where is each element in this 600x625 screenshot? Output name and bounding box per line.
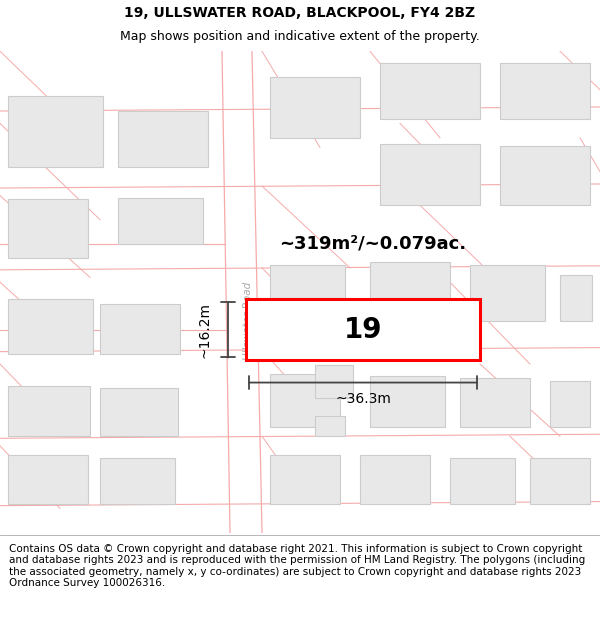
Text: Contains OS data © Crown copyright and database right 2021. This information is : Contains OS data © Crown copyright and d… — [9, 544, 585, 588]
Bar — [530, 458, 590, 504]
Bar — [100, 388, 178, 436]
Bar — [8, 299, 93, 354]
Bar — [270, 455, 340, 504]
Bar — [270, 374, 340, 427]
Bar — [380, 63, 480, 119]
Text: ~16.2m: ~16.2m — [197, 302, 211, 358]
Bar — [500, 63, 590, 119]
Bar — [315, 366, 353, 398]
Text: Ullswater Road: Ullswater Road — [243, 282, 253, 360]
Bar — [270, 77, 360, 138]
Bar — [560, 275, 592, 321]
Text: Map shows position and indicative extent of the property.: Map shows position and indicative extent… — [120, 31, 480, 43]
Bar — [500, 146, 590, 205]
Bar — [100, 304, 180, 354]
Bar — [470, 265, 545, 321]
Bar — [118, 198, 203, 244]
Bar — [550, 381, 590, 427]
Bar — [460, 378, 530, 427]
Bar — [270, 265, 345, 321]
Bar — [8, 199, 88, 258]
Bar — [8, 455, 88, 504]
Bar — [370, 262, 450, 321]
Bar — [380, 144, 480, 205]
Text: ~36.3m: ~36.3m — [335, 392, 391, 406]
Bar — [450, 458, 515, 504]
Text: 19: 19 — [344, 316, 382, 344]
Text: ~319m²/~0.079ac.: ~319m²/~0.079ac. — [280, 235, 467, 252]
Bar — [315, 416, 345, 436]
Bar — [100, 458, 175, 504]
Text: 19, ULLSWATER ROAD, BLACKPOOL, FY4 2BZ: 19, ULLSWATER ROAD, BLACKPOOL, FY4 2BZ — [124, 6, 476, 20]
Bar — [118, 111, 208, 167]
Bar — [370, 376, 445, 427]
Bar — [246, 299, 480, 360]
Bar — [8, 386, 90, 436]
Bar — [8, 96, 103, 167]
Bar — [360, 455, 430, 504]
